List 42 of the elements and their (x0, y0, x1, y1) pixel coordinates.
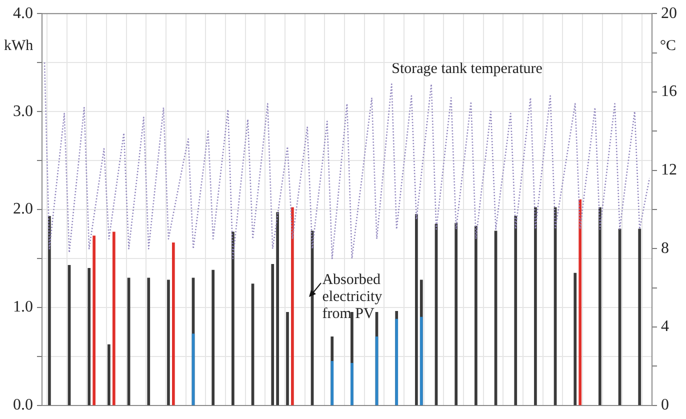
bar (598, 207, 602, 406)
bar (286, 312, 289, 406)
series-label: Absorbed electricity from PV (322, 272, 384, 324)
y2-tick-label: 8 (661, 240, 669, 257)
bar (167, 280, 170, 406)
bar (92, 236, 96, 406)
bar (330, 360, 334, 406)
bar (232, 232, 234, 406)
bar (420, 316, 423, 406)
bar (350, 362, 354, 406)
bar (454, 222, 458, 406)
bar (291, 207, 294, 406)
y2-tick-label: 12 (661, 162, 677, 179)
y-axis-title: kWh (4, 38, 34, 55)
bar (514, 216, 518, 406)
bar (48, 216, 51, 406)
bar (271, 264, 274, 406)
bar (172, 242, 175, 406)
bar (578, 199, 582, 406)
bar (108, 344, 110, 406)
y2-tick-label: 0 (661, 396, 669, 414)
bar (415, 214, 418, 406)
bar (574, 272, 577, 406)
y2-tick-label: 16 (661, 83, 677, 100)
bar (534, 207, 537, 406)
bar (88, 268, 91, 406)
bar (638, 228, 642, 406)
y2-tick-label: 20 (661, 4, 677, 22)
bar (276, 212, 279, 406)
series-label: Storage tank temperature (392, 60, 542, 78)
y-tick-label: 3.0 (13, 102, 33, 120)
y-tick-label: 0.0 (13, 396, 33, 414)
y-tick-label: 1.0 (13, 298, 33, 316)
y2-tick-label: 4 (661, 318, 669, 336)
y-tick-label: 4.0 (13, 4, 33, 22)
bar (474, 226, 478, 406)
bar (112, 232, 116, 406)
bar (212, 270, 215, 406)
bar (147, 278, 150, 406)
y2-axis-title: °C (660, 38, 676, 55)
line-series (44, 62, 650, 260)
y-tick-label: 2.0 (13, 200, 33, 218)
